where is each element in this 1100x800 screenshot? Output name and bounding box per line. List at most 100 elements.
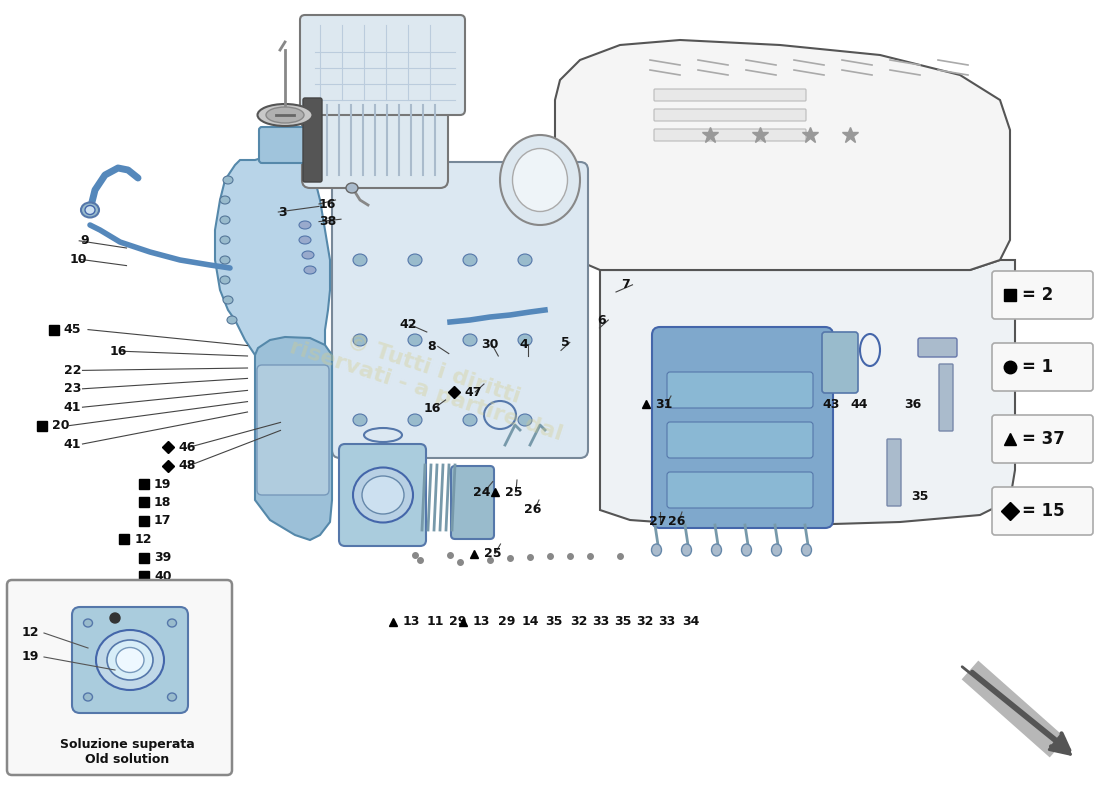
FancyBboxPatch shape [887,439,901,506]
Polygon shape [556,40,1010,270]
FancyBboxPatch shape [667,422,813,458]
Ellipse shape [85,206,95,214]
Text: 20: 20 [52,419,69,432]
Ellipse shape [167,619,176,627]
FancyBboxPatch shape [72,607,188,713]
Text: 28: 28 [134,588,152,601]
Text: 27: 27 [649,515,667,528]
Ellipse shape [518,334,532,346]
FancyBboxPatch shape [992,343,1093,391]
Ellipse shape [682,544,692,556]
Ellipse shape [353,334,367,346]
Text: 3: 3 [278,206,287,218]
Text: 16: 16 [110,345,128,358]
Ellipse shape [346,183,358,193]
Text: 10: 10 [69,253,87,266]
Text: 6: 6 [597,314,606,326]
Text: 25: 25 [484,547,502,560]
Text: 33: 33 [658,615,675,628]
Polygon shape [214,155,330,375]
Text: 45: 45 [64,323,81,336]
Ellipse shape [362,476,404,514]
Ellipse shape [110,613,120,623]
Ellipse shape [802,544,812,556]
Ellipse shape [223,296,233,304]
Text: = 1: = 1 [1022,358,1053,376]
Ellipse shape [84,693,92,701]
Ellipse shape [220,216,230,224]
Ellipse shape [408,414,422,426]
Text: 12: 12 [22,626,40,639]
Text: 31: 31 [656,398,673,410]
Text: 19: 19 [22,650,40,663]
Text: 32: 32 [570,615,587,628]
Text: 16: 16 [424,402,441,414]
Text: 36: 36 [904,398,922,410]
Text: 30: 30 [481,338,498,350]
FancyBboxPatch shape [918,338,957,357]
Text: 19: 19 [154,478,172,490]
FancyBboxPatch shape [7,580,232,775]
FancyBboxPatch shape [654,129,806,141]
Ellipse shape [266,107,304,123]
Text: 18: 18 [154,496,172,509]
Text: 39: 39 [154,551,172,564]
Ellipse shape [304,266,316,274]
FancyBboxPatch shape [667,472,813,508]
FancyBboxPatch shape [939,364,953,431]
Ellipse shape [353,254,367,266]
Text: 41: 41 [64,438,81,450]
Text: = 15: = 15 [1022,502,1065,520]
Ellipse shape [220,196,230,204]
Text: = 2: = 2 [1022,286,1054,304]
FancyBboxPatch shape [451,466,494,539]
Text: 13: 13 [473,615,491,628]
Text: 11: 11 [427,615,444,628]
Polygon shape [600,260,1015,525]
Ellipse shape [220,276,230,284]
Ellipse shape [167,693,176,701]
Text: 21: 21 [134,608,152,621]
Text: 48: 48 [178,459,196,472]
Text: 9: 9 [80,234,89,247]
Text: 24: 24 [473,486,491,498]
Text: © Tutti i diritti
riservati - a partire dal: © Tutti i diritti riservati - a partire … [287,315,573,445]
Text: 23: 23 [64,382,81,395]
Text: 25: 25 [505,486,522,498]
Text: 32: 32 [636,615,653,628]
Text: 38: 38 [319,215,337,228]
FancyBboxPatch shape [652,327,833,528]
Text: 35: 35 [911,490,928,502]
Ellipse shape [81,202,99,218]
Ellipse shape [518,254,532,266]
FancyBboxPatch shape [992,415,1093,463]
Text: 40: 40 [154,570,172,582]
Text: 14: 14 [521,615,539,628]
Ellipse shape [116,647,144,673]
Text: 47: 47 [464,386,482,398]
Text: 4: 4 [519,338,528,350]
Text: 8: 8 [427,340,436,353]
Text: 35: 35 [546,615,563,628]
Text: 41: 41 [64,401,81,414]
Text: 22: 22 [64,364,81,377]
Text: 33: 33 [592,615,609,628]
Ellipse shape [463,334,477,346]
FancyBboxPatch shape [302,92,448,188]
FancyBboxPatch shape [992,271,1093,319]
Text: 12: 12 [134,533,152,546]
Text: 7: 7 [621,278,630,291]
Text: 46: 46 [178,441,196,454]
Text: 35: 35 [614,615,631,628]
Ellipse shape [96,630,164,690]
Ellipse shape [107,640,153,680]
Ellipse shape [500,135,580,225]
Text: 43: 43 [823,398,840,410]
Ellipse shape [408,254,422,266]
FancyBboxPatch shape [992,487,1093,535]
Text: 26: 26 [524,503,541,516]
Ellipse shape [257,104,312,126]
Ellipse shape [299,236,311,244]
Ellipse shape [353,414,367,426]
Ellipse shape [408,334,422,346]
